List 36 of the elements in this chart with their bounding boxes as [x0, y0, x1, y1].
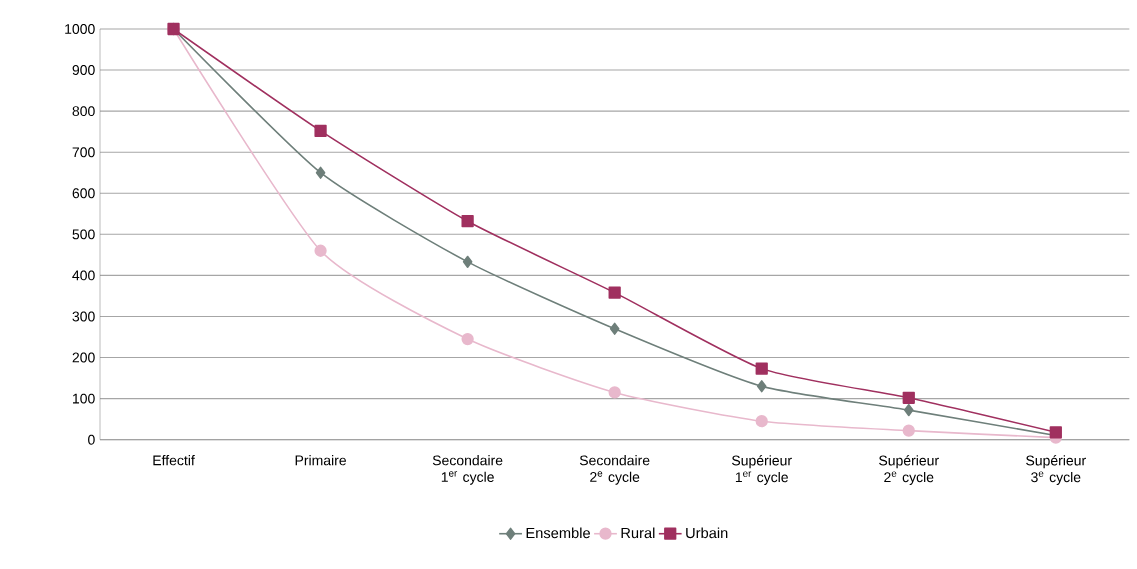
y-tick-label: 500: [72, 229, 95, 240]
x-tick-label: Supérieur 2$^{e}$ cycle: [879, 455, 939, 485]
x-tick-label: Effectif: [153, 455, 195, 466]
x-tick-label: Supérieur 1$^{er}$ cycle: [731, 455, 792, 485]
y-tick-label: 100: [73, 393, 95, 404]
point: [902, 424, 915, 437]
x-tick-label: Secondaire 1$^{er}$ cycle: [432, 455, 503, 485]
point: [608, 286, 621, 299]
y-tick-label: 600: [72, 188, 95, 199]
point: [755, 362, 768, 375]
y-tick-label: 700: [72, 147, 95, 158]
point: [315, 166, 326, 179]
legend-label: Ensemble: [526, 527, 590, 539]
legend-label: Urbain: [686, 527, 728, 539]
point: [902, 391, 915, 404]
point: [609, 322, 620, 335]
point: [462, 255, 473, 268]
point: [461, 332, 474, 346]
y-tick-label: 200: [72, 352, 95, 363]
point: [314, 244, 327, 257]
point: [756, 380, 767, 393]
point: [755, 415, 768, 428]
legend-label: Rural: [621, 527, 655, 539]
x-tick-label: Secondaire 2$^{e}$ cycle: [579, 455, 650, 485]
y-tick-label: 400: [72, 270, 95, 281]
y-tick-label: 300: [72, 311, 95, 322]
y-tick-label: 800: [72, 106, 95, 117]
y-tick-label: 1000: [65, 24, 95, 34]
point: [608, 386, 621, 399]
x-tick-label: Supérieur 3$^{e}$ cycle: [1026, 455, 1086, 485]
point: [903, 403, 914, 417]
y-tick-label: 0: [88, 434, 95, 445]
point: [461, 215, 474, 228]
x-tick-label: Primaire: [295, 455, 346, 466]
y-tick-label: 900: [72, 65, 95, 76]
point: [314, 124, 327, 137]
